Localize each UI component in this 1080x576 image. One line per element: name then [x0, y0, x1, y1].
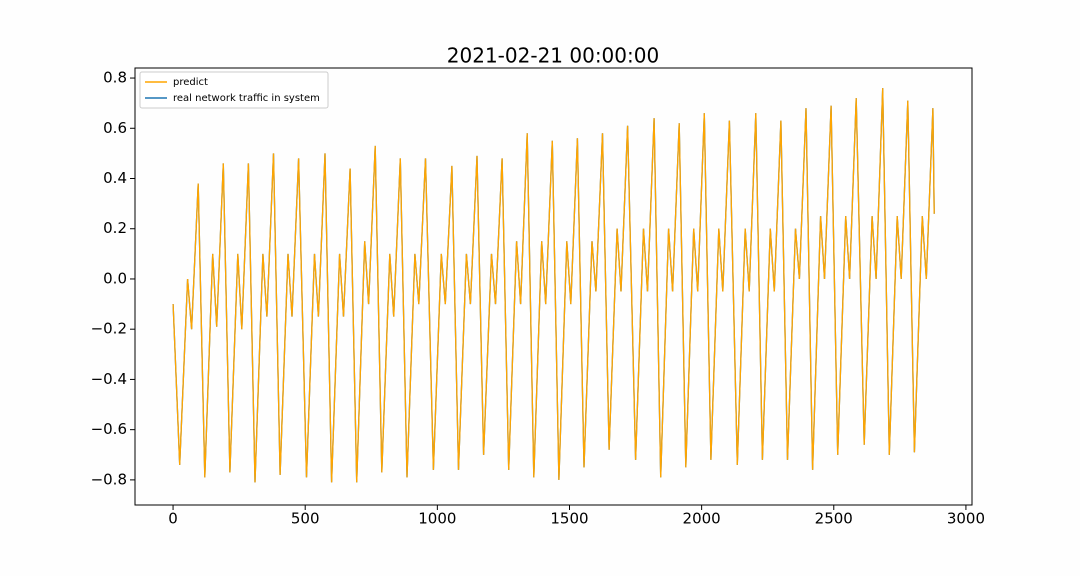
- x-tick-label: 500: [291, 510, 320, 528]
- series-line: [172, 88, 935, 483]
- y-tick-label: 0.4: [103, 169, 127, 187]
- y-tick-label: −0.4: [91, 370, 127, 388]
- x-tick-label: 1500: [550, 510, 588, 528]
- legend-label: predict: [173, 77, 208, 88]
- legend-box: [139, 71, 329, 109]
- x-tick-label: 0: [168, 510, 178, 528]
- y-tick-label: −0.8: [91, 470, 127, 488]
- y-tick-label: −0.6: [91, 420, 127, 438]
- chart-title: 2021-02-21 00:00:00: [447, 44, 659, 68]
- x-tick-label: 3000: [947, 510, 985, 528]
- plot-frame: [134, 67, 973, 506]
- y-tick-label: 0.6: [103, 119, 127, 137]
- y-tick-label: 0.8: [103, 69, 127, 87]
- y-tick-label: −0.2: [91, 320, 127, 338]
- x-tick-label: 2000: [683, 510, 721, 528]
- legend-label: real network traffic in system: [173, 93, 320, 104]
- x-tick-label: 2500: [815, 510, 853, 528]
- x-tick-label: 1000: [418, 510, 456, 528]
- y-tick-label: 0.2: [103, 219, 127, 237]
- y-tick-label: 0.0: [103, 269, 127, 287]
